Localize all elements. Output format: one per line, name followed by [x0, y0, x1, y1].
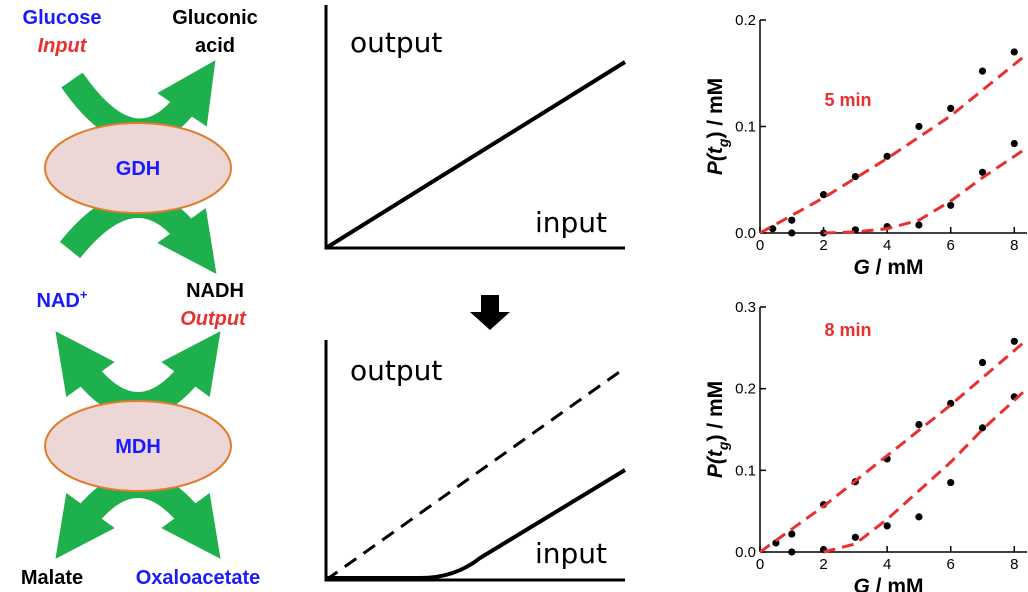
enzyme	[44, 400, 232, 492]
y-axis-label: P(t	[704, 146, 727, 175]
label: Input	[38, 35, 88, 57]
x-tick-label: 8	[1010, 237, 1018, 254]
x-axis-label: G / mM	[853, 575, 923, 592]
arc-arrow	[55, 331, 221, 418]
y-axis-label: P(tg) / mM	[704, 381, 731, 478]
fit-line	[823, 146, 1028, 235]
x-tick-label: 6	[947, 237, 955, 254]
data-point	[788, 548, 796, 556]
axis-label: input	[535, 206, 607, 239]
y-tick-label: 0.1	[735, 119, 756, 136]
x-tick-label: 6	[947, 556, 955, 573]
data-point	[1010, 48, 1018, 56]
data-point	[851, 533, 859, 541]
y-axis-label: P(tg) / mM	[704, 78, 731, 175]
y-axis-label: g	[715, 441, 731, 451]
data-point	[978, 168, 987, 176]
enzyme	[44, 122, 232, 214]
data-point	[788, 229, 796, 237]
data-point	[788, 216, 796, 224]
axis-label: input	[535, 537, 607, 570]
label: Output	[180, 308, 247, 330]
data-point	[769, 225, 777, 233]
y-tick-label: 0.3	[735, 299, 756, 316]
y-axis-label: ) / mM	[704, 381, 727, 442]
x-tick-label: 4	[883, 556, 891, 573]
curve	[324, 60, 627, 250]
x-tick-label: 4	[883, 237, 891, 254]
data-point	[978, 67, 987, 75]
data-point	[915, 221, 923, 229]
data-point	[851, 172, 859, 181]
data-point	[915, 513, 923, 521]
x-axis-label: G	[853, 575, 869, 592]
y-tick-label: 0.1	[735, 462, 756, 479]
schematic	[324, 5, 627, 582]
x-tick-label: 2	[819, 556, 827, 573]
annotation: 5 min	[824, 90, 871, 110]
data-point	[883, 152, 891, 160]
data-point	[915, 421, 923, 429]
x-tick-label: 0	[756, 556, 764, 573]
x-axis-label: G / mM	[853, 256, 923, 279]
data-point	[772, 539, 780, 547]
label: Gluconic	[172, 7, 258, 29]
data-point	[1010, 139, 1018, 148]
data-point	[819, 191, 828, 199]
label: Glucose	[23, 7, 102, 29]
x-tick-label: 2	[819, 237, 827, 254]
data-point	[915, 122, 923, 131]
data-point	[947, 104, 955, 112]
label: NAD+	[37, 287, 88, 312]
data-point	[947, 201, 955, 209]
down-arrow	[470, 295, 510, 330]
axis-label: output	[350, 26, 442, 59]
x-tick-label: 8	[1010, 556, 1018, 573]
y-tick-label: 0.0	[735, 225, 756, 242]
curve	[325, 366, 626, 582]
curve	[326, 468, 627, 580]
fit-line	[823, 387, 1028, 554]
data-point	[788, 530, 796, 538]
y-tick-label: 0.2	[735, 12, 756, 29]
y-axis-label: ) / mM	[704, 78, 727, 139]
annotation: 8 min	[824, 320, 871, 340]
data-point	[978, 358, 987, 367]
y-axis-label: P(t	[704, 449, 727, 478]
data-point	[1010, 337, 1018, 345]
data-point	[978, 424, 987, 432]
fit-line	[759, 52, 1028, 235]
y-axis-label: g	[715, 138, 731, 148]
axis-label: output	[350, 354, 442, 387]
y-tick-label: 0.2	[735, 381, 756, 398]
label: GDH	[116, 158, 160, 180]
label: Malate	[21, 567, 83, 589]
label: Oxaloacetate	[136, 567, 261, 589]
x-axis-label: / mM	[870, 256, 924, 279]
data-point	[883, 522, 891, 530]
label: MDH	[115, 436, 161, 458]
label: acid	[195, 35, 235, 57]
x-tick-label: 0	[756, 237, 764, 254]
x-axis-label: / mM	[870, 575, 924, 592]
label: +	[80, 287, 88, 302]
x-axis-label: G	[853, 256, 869, 279]
fit-line	[759, 338, 1028, 554]
label: NADH	[186, 280, 244, 302]
y-tick-label: 0.0	[735, 544, 756, 561]
data-point	[947, 478, 955, 487]
label: NAD	[37, 290, 80, 312]
